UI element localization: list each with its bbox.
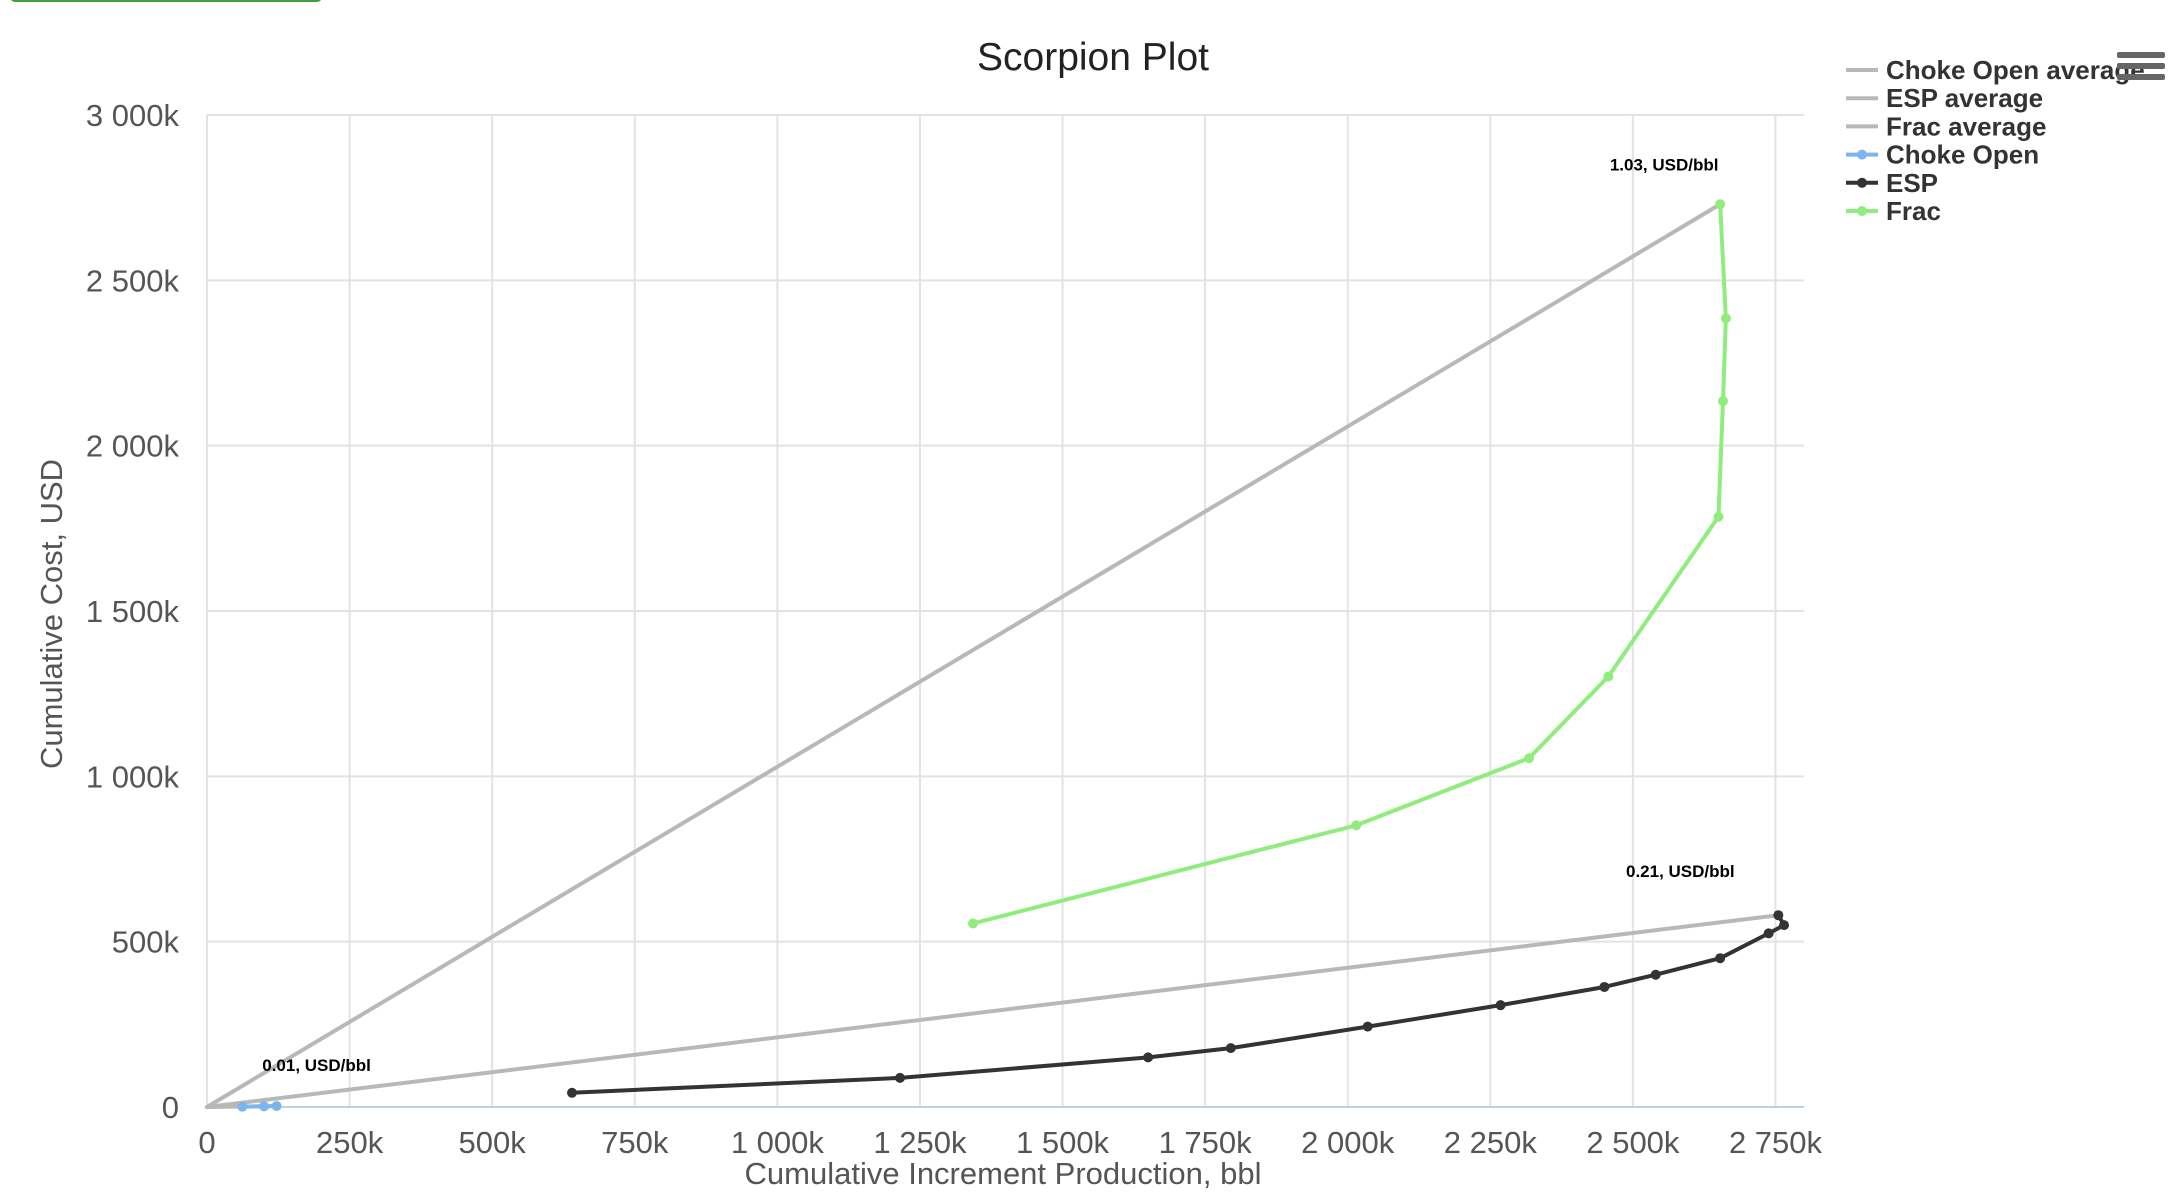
legend-item-choke-open[interactable]: Choke Open <box>1846 140 2039 170</box>
x-tick-label: 1 250k <box>873 1125 967 1160</box>
esp-point <box>1599 981 1610 992</box>
x-tick-label: 2 250k <box>1444 1125 1538 1160</box>
esp-point <box>1225 1043 1236 1054</box>
legend-item-choke-open-average[interactable]: Choke Open average <box>1846 55 2145 85</box>
frac-point <box>967 918 978 929</box>
legend-symbol-marker <box>1857 206 1867 216</box>
esp-point <box>894 1072 905 1083</box>
frac-point <box>1524 753 1535 764</box>
esp-point <box>1495 1000 1506 1011</box>
x-tick-label: 2 500k <box>1586 1125 1680 1160</box>
frac-point <box>1715 199 1726 210</box>
y-tick-label: 1 500k <box>86 594 180 629</box>
data-label-esp: 0.21, USD/bbl <box>1626 862 1735 881</box>
data-label-choke-open: 0.01, USD/bbl <box>262 1056 371 1075</box>
esp-point <box>1650 969 1661 980</box>
grid <box>206 114 1804 1108</box>
choke-open-point <box>271 1101 282 1112</box>
choke-open-point <box>259 1101 270 1112</box>
legend-label: ESP average <box>1886 83 2043 113</box>
x-tick-label: 0 <box>198 1125 215 1160</box>
esp-point <box>1779 920 1790 931</box>
x-tick-label: 2 000k <box>1301 1125 1395 1160</box>
plot-series <box>205 199 1790 1112</box>
esp-point <box>1763 928 1774 939</box>
x-axis-title: Cumulative Increment Production, bbl <box>745 1156 1262 1191</box>
legend-symbol-marker <box>1857 149 1867 160</box>
legend-label: Frac average <box>1886 111 2046 141</box>
esp-point <box>567 1087 578 1098</box>
legend-item-esp[interactable]: ESP <box>1846 168 1938 198</box>
legend-label: Frac <box>1886 196 1941 226</box>
legend-item-frac-average[interactable]: Frac average <box>1846 111 2046 141</box>
legend-symbol-marker <box>1857 177 1867 188</box>
x-tick-label: 250k <box>316 1125 384 1160</box>
x-tick-label: 1 750k <box>1159 1125 1253 1160</box>
chart-title: Scorpion Plot <box>977 36 1209 79</box>
esp-point <box>1773 910 1784 921</box>
x-tick-label: 750k <box>601 1125 669 1160</box>
frac-point <box>1351 820 1362 831</box>
data-label-frac: 1.03, USD/bbl <box>1610 155 1719 174</box>
x-tick-label: 1 000k <box>731 1125 825 1160</box>
y-tick-label: 1 000k <box>86 759 180 794</box>
frac-line <box>970 202 1728 926</box>
legend-item-frac[interactable]: Frac <box>1846 196 1941 226</box>
x-tick-label: 500k <box>459 1125 527 1160</box>
esp-point <box>1715 953 1726 964</box>
legend-label: Choke Open <box>1886 140 2039 170</box>
y-tick-label: 3 000k <box>86 98 180 133</box>
hamburger-menu-icon[interactable] <box>2117 52 2165 80</box>
legend-item-esp-average[interactable]: ESP average <box>1846 83 2043 113</box>
x-axis-ticks: 0 250k 500k 750k 1 000k 1 250k 1 500k 1 750k 2 0… <box>198 1125 1822 1160</box>
legend-label: ESP <box>1886 168 1938 198</box>
y-tick-label: 2 000k <box>86 429 180 464</box>
y-tick-label: 500k <box>112 925 180 960</box>
y-axis-title: Cumulative Cost, USD <box>34 459 69 769</box>
top-toolbar-edge <box>10 0 322 2</box>
esp-average-line <box>205 913 1781 1109</box>
data-labels: 0.01, USD/bbl 0.21, USD/bbl 1.03, USD/bbl <box>262 155 1734 1075</box>
choke-open-point <box>237 1101 248 1112</box>
y-tick-label: 0 <box>162 1090 179 1125</box>
esp-point <box>1143 1052 1154 1063</box>
frac-point <box>1720 313 1731 324</box>
legend-label: Choke Open average <box>1886 55 2145 85</box>
frac-point <box>1718 396 1729 407</box>
x-tick-label: 1 500k <box>1016 1125 1110 1160</box>
x-tick-label: 2 750k <box>1729 1125 1823 1160</box>
y-tick-label: 2 500k <box>86 263 180 298</box>
frac-point <box>1713 511 1724 522</box>
frac-point <box>1603 671 1614 682</box>
esp-point <box>1362 1021 1373 1032</box>
y-axis-ticks: 0 500k 1 000k 1 500k 2 000k 2 500k 3 000k <box>86 98 180 1125</box>
frac-average-line <box>205 202 1723 1109</box>
